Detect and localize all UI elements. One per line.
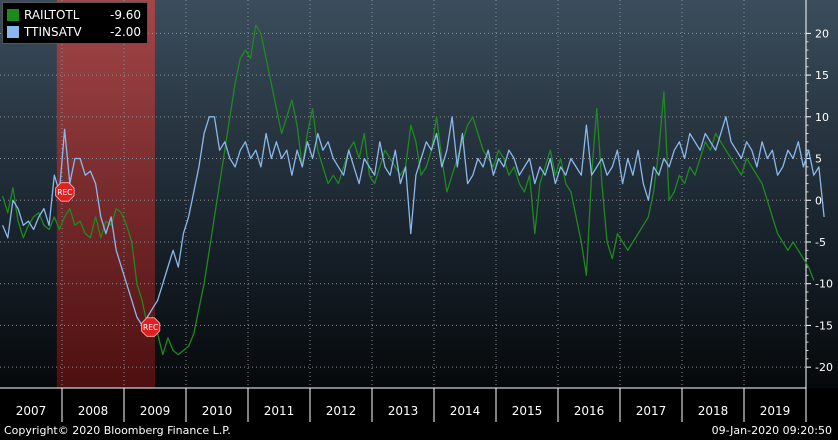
x-tick-label: 2019: [760, 404, 791, 418]
series-line-railtotl: [1, 24, 815, 356]
x-axis: 2007 2008 2009 2010 2011 2012 2013 2014 2015 2016…: [0, 387, 838, 422]
x-tick-label: 2017: [636, 404, 667, 418]
x-tick-label: 2011: [264, 404, 295, 418]
x-tick-label: 2013: [388, 404, 419, 418]
footer: Copyright© 2020 Bloomberg Finance L.P. 0…: [0, 422, 838, 440]
y-tick-label: 20: [815, 27, 829, 40]
grid-lines: [0, 0, 806, 388]
legend-series-value: -2.00: [110, 24, 142, 39]
y-tick-label: 0: [815, 194, 822, 207]
x-tick-label: 2016: [574, 404, 605, 418]
legend-swatch-ttinsatv: [7, 25, 19, 38]
legend-series-value: -9.60: [110, 7, 142, 22]
x-tick-label: 2007: [16, 404, 47, 418]
y-tick-label: -10: [815, 278, 833, 291]
x-tick-label: 2009: [140, 404, 171, 418]
x-tick-label: 2008: [78, 404, 109, 418]
y-tick-label: 15: [815, 69, 829, 82]
x-tick-label: 2010: [202, 404, 233, 418]
legend-item-railtotl[interactable]: RAILTOTL -9.60: [7, 6, 141, 23]
recession-marker-label: REC: [57, 188, 72, 197]
y-tick-label: 5: [815, 153, 822, 166]
y-tick-label: -15: [815, 319, 833, 332]
x-axis-band: [0, 388, 838, 422]
recession-markers: REC REC: [55, 182, 161, 337]
legend-item-ttinsatv[interactable]: TTINSATV -2.00: [7, 23, 141, 40]
x-tick-label: 2018: [698, 404, 729, 418]
timestamp-text: 09-Jan-2020 09:20:50: [711, 424, 832, 437]
series-line-ttinsatv: [1, 116, 825, 327]
x-tick-label: 2014: [450, 404, 481, 418]
recession-marker-icon[interactable]: [140, 317, 161, 337]
legend-swatch-railtotl: [7, 8, 19, 21]
x-tick-label: 2015: [512, 404, 543, 418]
legend: RAILTOTL -9.60 TTINSATV -2.00: [2, 2, 149, 44]
legend-series-name: RAILTOTL: [24, 7, 80, 22]
series-lines: [1, 24, 825, 356]
y-tick-label: -20: [815, 361, 833, 374]
recession-marker-icon[interactable]: [55, 182, 75, 202]
recession-marker-label: REC: [143, 323, 158, 332]
legend-series-name: TTINSATV: [24, 24, 82, 39]
x-tick-label: 2012: [326, 404, 357, 418]
copyright-text: Copyright© 2020 Bloomberg Finance L.P.: [4, 424, 231, 437]
y-tick-label: -5: [815, 236, 826, 249]
y-axis: -20 -15 -10 -5 0 5 10 15 20: [805, 0, 833, 388]
y-tick-label: 10: [815, 111, 829, 124]
